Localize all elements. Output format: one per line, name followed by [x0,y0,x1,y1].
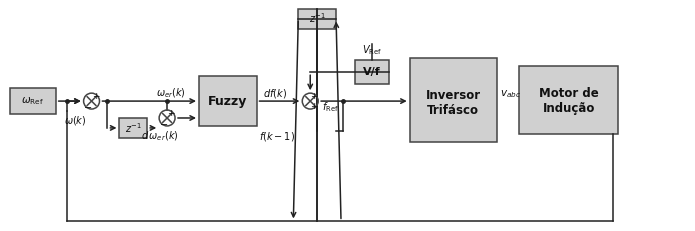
Bar [355,60,389,84]
Text: Motor de: Motor de [539,87,598,100]
Text: +: + [311,92,318,101]
Text: $f_{\mathrm{Ref}}$: $f_{\mathrm{Ref}}$ [322,100,339,114]
Text: +: + [92,92,99,101]
Bar [199,76,256,126]
Text: $\omega_{\mathrm{Ref}}$: $\omega_{\mathrm{Ref}}$ [22,95,44,107]
Text: $f(k-1)$: $f(k-1)$ [259,130,295,143]
Text: $-$: $-$ [158,118,167,128]
Text: +: + [167,109,175,118]
Text: V/f: V/f [363,67,381,77]
Text: Trifásco: Trifásco [427,103,480,116]
Bar [409,58,497,142]
Text: Fuzzy: Fuzzy [208,94,247,108]
Text: $z^{-1}$: $z^{-1}$ [125,121,142,135]
Text: Indução: Indução [543,102,595,115]
Text: Inversor: Inversor [426,89,481,102]
Text: $df(k)$: $df(k)$ [263,87,286,100]
Text: $v_{abc}$: $v_{abc}$ [500,88,521,100]
Text: $V_{\mathrm{Ref}}$: $V_{\mathrm{Ref}}$ [362,43,382,57]
Text: $z^{-1}$: $z^{-1}$ [309,12,326,25]
Bar [298,9,336,28]
Text: $-$: $-$ [83,101,92,111]
Text: $\omega(k)$: $\omega(k)$ [64,115,86,128]
Bar [120,118,147,138]
Bar [10,88,56,114]
Text: $\omega_{er}(k)$: $\omega_{er}(k)$ [156,86,186,100]
Bar [519,66,619,134]
Text: +: + [311,102,318,111]
Text: $d\,\omega_{er}(k)$: $d\,\omega_{er}(k)$ [141,129,179,143]
